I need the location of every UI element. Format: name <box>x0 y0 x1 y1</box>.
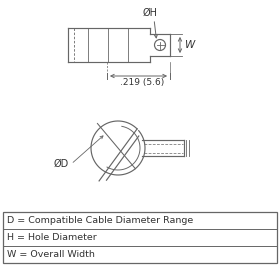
Text: D = Compatible Cable Diameter Range: D = Compatible Cable Diameter Range <box>7 216 193 225</box>
FancyBboxPatch shape <box>3 212 277 263</box>
Text: H = Hole Diameter: H = Hole Diameter <box>7 233 97 242</box>
Text: W: W <box>185 40 195 50</box>
Text: ØH: ØH <box>143 8 157 18</box>
Text: W = Overall Width: W = Overall Width <box>7 250 95 259</box>
Text: ØD: ØD <box>54 159 69 169</box>
Text: .219 (5.6): .219 (5.6) <box>120 78 165 87</box>
